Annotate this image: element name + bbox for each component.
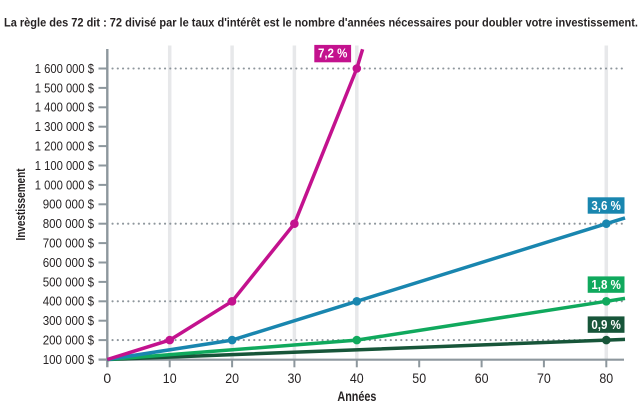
svg-text:400 000 $: 400 000 $: [43, 294, 95, 309]
svg-text:Investissement: Investissement: [13, 168, 28, 241]
svg-text:80: 80: [599, 370, 613, 386]
svg-text:7,2 %: 7,2 %: [318, 47, 348, 61]
svg-text:1 500 000 $: 1 500 000 $: [35, 80, 95, 95]
svg-text:20: 20: [225, 370, 239, 386]
svg-text:500 000 $: 500 000 $: [43, 274, 95, 289]
svg-text:1,8 %: 1,8 %: [591, 278, 621, 292]
svg-text:0: 0: [103, 370, 111, 386]
svg-text:800 000 $: 800 000 $: [43, 216, 95, 231]
svg-text:1 100 000 $: 1 100 000 $: [35, 158, 95, 173]
svg-text:60: 60: [475, 370, 489, 386]
svg-text:30: 30: [288, 370, 302, 386]
svg-text:700 000 $: 700 000 $: [43, 236, 95, 251]
svg-text:50: 50: [412, 370, 426, 386]
svg-text:600 000 $: 600 000 $: [43, 255, 95, 270]
svg-text:100 000 $: 100 000 $: [43, 352, 95, 367]
svg-text:1 000 000 $: 1 000 000 $: [35, 177, 95, 192]
svg-text:1 600 000 $: 1 600 000 $: [35, 61, 95, 76]
svg-text:1 400 000 $: 1 400 000 $: [35, 100, 95, 115]
svg-text:10: 10: [163, 370, 177, 386]
svg-text:La règle des 72 dit : 72 divis: La règle des 72 dit : 72 divisé par le t…: [4, 15, 638, 29]
svg-text:900 000 $: 900 000 $: [43, 197, 95, 212]
svg-text:40: 40: [350, 370, 364, 386]
svg-text:1 300 000 $: 1 300 000 $: [35, 119, 95, 134]
svg-text:70: 70: [537, 370, 551, 386]
svg-text:300 000 $: 300 000 $: [43, 313, 95, 328]
svg-text:Années: Années: [337, 388, 376, 404]
svg-text:0,9 %: 0,9 %: [591, 318, 621, 332]
svg-text:200 000 $: 200 000 $: [43, 333, 95, 348]
svg-text:3,6 %: 3,6 %: [591, 199, 621, 213]
svg-text:1 200 000 $: 1 200 000 $: [35, 139, 95, 154]
